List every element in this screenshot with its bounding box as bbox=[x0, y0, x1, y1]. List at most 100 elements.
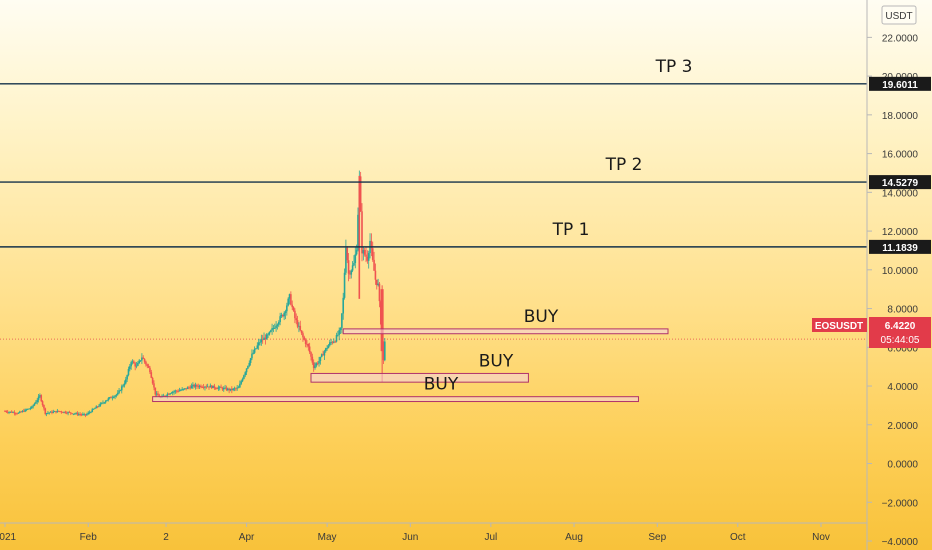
price-tick-label: 0.0000 bbox=[887, 460, 918, 471]
candle-body bbox=[318, 360, 320, 364]
candle-body bbox=[163, 395, 166, 397]
candle-body bbox=[201, 387, 204, 388]
candle-body bbox=[277, 322, 280, 325]
candle-body bbox=[373, 259, 375, 271]
candle-body bbox=[261, 339, 264, 341]
candle-body bbox=[252, 352, 255, 354]
candle-body bbox=[138, 360, 141, 363]
price-tick-label: 16.0000 bbox=[882, 150, 919, 161]
candle-body bbox=[150, 372, 153, 378]
candle-body bbox=[378, 283, 381, 302]
candle-body bbox=[184, 388, 186, 390]
candle-body bbox=[67, 412, 69, 414]
time-tick-label: Jul bbox=[484, 532, 497, 543]
candle-body bbox=[212, 385, 214, 389]
candle-body bbox=[304, 339, 307, 344]
candle-body bbox=[326, 348, 328, 349]
candle-body bbox=[119, 390, 122, 392]
candle-body bbox=[75, 413, 77, 414]
candle-body bbox=[36, 400, 39, 403]
candle-body bbox=[273, 327, 276, 329]
candle-body bbox=[333, 341, 335, 343]
candle-body bbox=[173, 391, 175, 393]
candle-body bbox=[334, 341, 336, 343]
candle-body bbox=[90, 412, 92, 413]
candle-body bbox=[130, 362, 132, 367]
current-price-tag: 6.4220 bbox=[885, 321, 916, 332]
symbol-tag-box bbox=[812, 318, 867, 332]
candle-body bbox=[257, 342, 260, 346]
candle-body bbox=[233, 388, 236, 390]
candle-body bbox=[153, 383, 155, 388]
target-level-tag-box bbox=[869, 76, 931, 91]
candle-body bbox=[107, 398, 110, 400]
currency-label: USDT bbox=[885, 11, 912, 22]
time-tick-label: Apr bbox=[239, 532, 255, 543]
target-level-label: TP 3 bbox=[655, 57, 693, 77]
candle-body bbox=[111, 397, 114, 399]
time-tick-label: Feb bbox=[80, 532, 98, 543]
candle-body bbox=[282, 314, 284, 317]
price-tick-label: 22.0000 bbox=[882, 33, 919, 44]
candle-body bbox=[68, 412, 71, 413]
candle-body bbox=[237, 387, 240, 389]
candle-body bbox=[213, 385, 216, 388]
candle-body bbox=[357, 214, 359, 251]
price-tick-label: 10.0000 bbox=[882, 266, 919, 277]
candle-body bbox=[353, 263, 355, 266]
candle-body bbox=[275, 325, 277, 328]
candle-body bbox=[127, 369, 130, 376]
candle-body bbox=[12, 412, 14, 414]
candle-body bbox=[9, 411, 12, 413]
candle-body bbox=[307, 344, 310, 347]
candle-body bbox=[96, 406, 99, 408]
price-tick-label: 12.0000 bbox=[882, 227, 919, 238]
candle-body bbox=[374, 270, 377, 280]
candle-body bbox=[267, 334, 269, 336]
candle-body bbox=[174, 390, 177, 392]
price-tick-label: −4.0000 bbox=[882, 537, 919, 548]
candle-body bbox=[316, 363, 319, 365]
candle-body bbox=[33, 403, 36, 406]
candle-body bbox=[224, 387, 226, 389]
candle-body bbox=[306, 343, 308, 345]
candle-body bbox=[359, 176, 362, 212]
candle-body bbox=[342, 297, 345, 314]
candle-body bbox=[112, 397, 115, 398]
candles-layer bbox=[4, 170, 386, 418]
candle-body bbox=[182, 388, 185, 390]
candle-body bbox=[269, 330, 272, 332]
countdown-tag: 05:44:05 bbox=[881, 335, 920, 346]
candle-body bbox=[116, 392, 119, 395]
candle-body bbox=[55, 411, 57, 413]
buy-zone-label: BUY bbox=[524, 307, 559, 327]
candle-body bbox=[244, 372, 247, 376]
candle-body bbox=[134, 363, 136, 367]
candle-body bbox=[335, 335, 338, 342]
candle-body bbox=[367, 253, 370, 261]
candle-body bbox=[303, 337, 306, 340]
candle-body bbox=[328, 342, 331, 346]
candle-body bbox=[133, 361, 135, 364]
candle-body bbox=[283, 312, 285, 317]
candle-body bbox=[102, 402, 104, 404]
candle-body bbox=[288, 294, 291, 299]
candle-body bbox=[198, 385, 201, 387]
candle-body bbox=[300, 330, 303, 334]
price-tick-label: −2.0000 bbox=[882, 498, 919, 509]
candle-body bbox=[331, 342, 334, 344]
candle-body bbox=[354, 254, 357, 264]
target-level-tag: 14.5279 bbox=[882, 178, 919, 189]
candle-body bbox=[350, 270, 353, 275]
candle-body bbox=[314, 365, 316, 369]
candle-body bbox=[347, 260, 350, 274]
time-tick-label: 2021 bbox=[0, 532, 17, 543]
candle-body bbox=[47, 412, 49, 414]
candle-body bbox=[114, 395, 116, 398]
candle-body bbox=[137, 362, 139, 366]
candle-body bbox=[48, 412, 51, 414]
candle-body bbox=[115, 394, 118, 396]
candle-body bbox=[76, 413, 79, 415]
